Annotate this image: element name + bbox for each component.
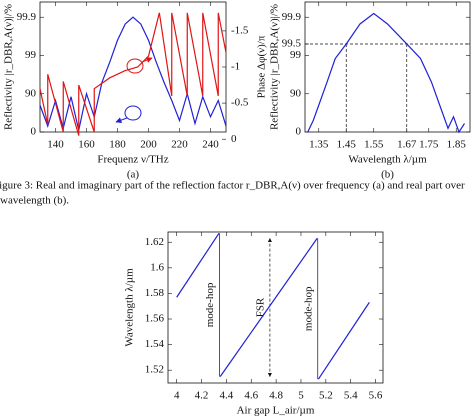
x-tick-label: 1.55	[364, 139, 384, 151]
y-tick-label: 99	[290, 49, 302, 61]
plot-frame	[304, 1, 471, 133]
x-tick-label: 4.8	[269, 390, 283, 402]
y-tick-label: 1.56	[145, 313, 165, 325]
y-axis-label: Wavelength λ/µm	[124, 268, 136, 347]
y-tick-label: 99.5	[282, 37, 302, 49]
x-tick-label: 240	[202, 139, 219, 151]
y-tick-label: 1.54	[145, 338, 165, 350]
x-tick-label: 140	[47, 139, 64, 151]
series-line	[307, 12, 466, 134]
annotation-label: FSR	[254, 297, 266, 317]
series-line	[176, 232, 370, 380]
x-axis-label: Air gap L_air/µm	[237, 405, 315, 417]
y-tick-label: 1.58	[145, 287, 165, 299]
series-line	[39, 16, 227, 131]
y-tick-label: 99.9	[282, 11, 302, 23]
y-tick-label: 0	[31, 126, 37, 138]
y2-tick-label: -0.5	[231, 97, 249, 109]
annotation-label: mode-hop	[302, 286, 314, 331]
y-tick-label: 90	[25, 87, 37, 99]
x-tick-label: 1.45	[337, 139, 357, 151]
x-tick-label: 4	[174, 390, 180, 402]
y-tick-label: 1.6	[150, 261, 164, 273]
y2-tick-label: -1.5	[231, 24, 249, 36]
x-tick-label: 1.35	[309, 139, 329, 151]
x-tick-label: 1.85	[447, 139, 467, 151]
blue-arrow	[115, 117, 128, 123]
caption-line: wavelength (b).	[0, 195, 69, 207]
x-tick-label: 5	[298, 390, 304, 402]
x-tick-label: 5.6	[369, 390, 383, 402]
x-tick-label: 160	[78, 139, 95, 151]
caption-line: Figure 3: Real and imaginary part of the…	[0, 180, 465, 192]
x-tick-label: 220	[171, 139, 188, 151]
y2-tick-label: -1	[231, 61, 240, 73]
y-tick-label: 1.52	[145, 364, 164, 376]
x-tick-label: 180	[109, 139, 126, 151]
y2-axis-label: Phase Δφ(ν)/π	[256, 35, 268, 98]
plot-frame	[167, 231, 384, 384]
red-circle	[126, 58, 144, 74]
subfigure-label: (a)	[127, 169, 140, 181]
blue-circle	[124, 105, 142, 121]
y-tick-label: 1.62	[145, 236, 164, 248]
y-axis-label: Reflectivity |r_DBR,A(ν)|/%	[269, 4, 281, 130]
x-axis-label: Frequenz ν/THz	[97, 154, 168, 166]
y-tick-label: 0	[296, 126, 302, 138]
x-tick-label: 4.2	[195, 390, 209, 402]
y-tick-label: 99	[25, 49, 37, 61]
x-tick-label: 1.75	[419, 139, 439, 151]
x-tick-label: 1.67	[397, 139, 417, 151]
x-tick-label: 5.2	[319, 390, 333, 402]
x-tick-label: 4.6	[244, 390, 258, 402]
x-tick-label: 200	[140, 139, 157, 151]
subfigure-label: (b)	[381, 169, 394, 181]
annotation-label: mode-hop	[204, 282, 216, 327]
x-tick-label: 5.4	[344, 390, 358, 402]
x-axis-label: Wavelength λ/µm	[348, 154, 427, 166]
y-axis-label: Reflectivity |r_DBR,A(ν)|/%	[3, 4, 15, 130]
x-tick-label: 4.4	[220, 390, 234, 402]
series-line	[39, 12, 227, 136]
y2-tick-label: 0	[231, 133, 237, 145]
y-tick-label: 90	[290, 87, 302, 99]
y-tick-label: 99.9	[17, 11, 37, 23]
